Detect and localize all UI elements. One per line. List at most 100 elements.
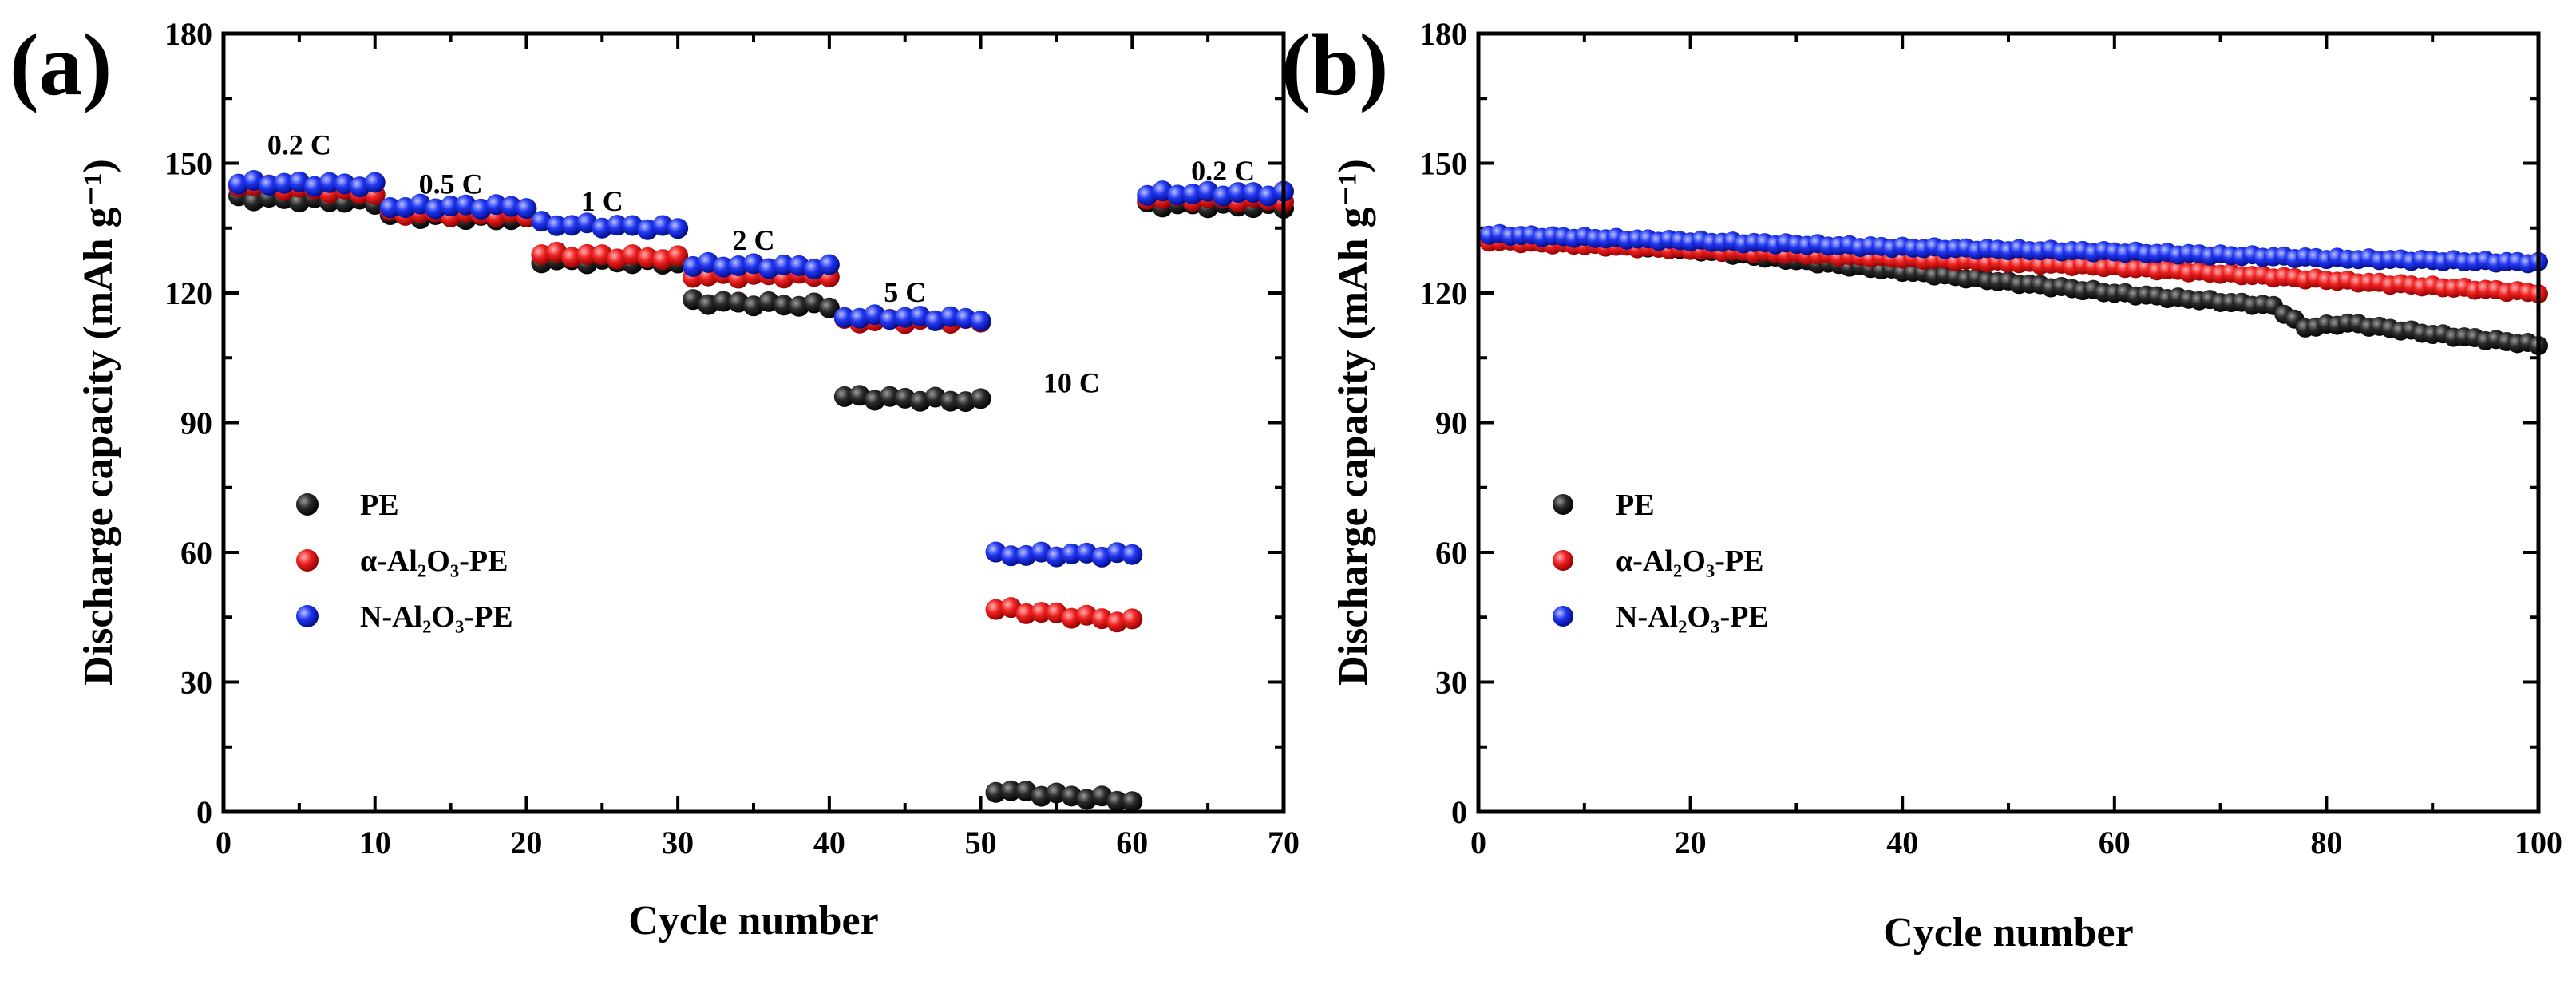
data-point [773, 295, 794, 316]
data-point [667, 245, 689, 267]
y-tick-label: 60 [180, 535, 212, 571]
y-tick-label: 120 [1419, 275, 1467, 311]
legend-marker [1553, 606, 1573, 627]
data-point [379, 197, 401, 219]
y-tick-label: 150 [164, 146, 212, 182]
data-point [364, 172, 386, 193]
data-point [501, 196, 522, 217]
panel-label: (a) [10, 16, 112, 113]
x-tick-label: 10 [359, 825, 391, 860]
legend-label: PE [1616, 489, 1655, 522]
legend-marker [1553, 550, 1573, 571]
data-point [1167, 184, 1189, 206]
y-tick-label: 90 [1435, 405, 1467, 441]
rate-label: 10 C [1043, 367, 1100, 399]
panel-label: (b) [1281, 16, 1388, 113]
data-point [546, 215, 568, 236]
rate-label: 0.2 C [1191, 155, 1255, 187]
data-point [879, 386, 900, 407]
y-tick-label: 180 [1419, 16, 1467, 52]
data-point [1122, 544, 1143, 565]
x-tick-label: 60 [2099, 825, 2131, 860]
data-point [940, 390, 961, 412]
data-point [667, 218, 689, 239]
x-tick-label: 50 [965, 825, 997, 860]
data-point [1015, 603, 1037, 624]
data-point [818, 254, 840, 275]
data-point [319, 172, 340, 193]
x-tick-label: 40 [1886, 825, 1918, 860]
data-point [970, 388, 991, 409]
data-point [485, 194, 507, 216]
x-axis-title: Cycle number [628, 898, 878, 943]
y-tick-label: 30 [1435, 665, 1467, 701]
x-tick-label: 100 [2515, 825, 2562, 860]
legend-marker [296, 493, 319, 516]
legend-label: N-Al₂O₃-PE [360, 600, 513, 634]
y-tick-label: 150 [1419, 146, 1467, 182]
data-point [773, 254, 794, 275]
data-point [833, 307, 855, 328]
data-point [1000, 545, 1022, 567]
x-tick-label: 60 [1116, 825, 1148, 860]
data-point [970, 311, 991, 332]
data-point [833, 386, 855, 407]
y-axis-title: Discharge capacity (mAh g⁻¹) [1331, 159, 1376, 686]
panel-a: (a) 0 10 20 30 40 50 60 70 0 30 60 90 120 150 180 0.2 … [10, 16, 1300, 943]
data-point [1228, 182, 1249, 204]
data-point [1106, 790, 1128, 812]
legend-label: PE [360, 489, 399, 522]
data-point [818, 297, 840, 318]
data-point [894, 307, 916, 328]
legend-marker [296, 605, 319, 627]
panel-b: (b) 0 20 40 60 80 100 0 30 60 90 120 150 180 PE α-Al₂… [1281, 16, 2562, 955]
data-point [1000, 780, 1022, 801]
legend-label: α-Al₂O₃-PE [1616, 544, 1763, 578]
data-point [1106, 542, 1128, 564]
data-point [713, 256, 734, 278]
data-point [1061, 543, 1082, 564]
rate-label: 1 C [581, 185, 623, 217]
data-point [258, 174, 279, 196]
legend-marker [1553, 494, 1573, 515]
x-tick-label: 20 [510, 825, 542, 860]
legend-label: α-Al₂O₃-PE [360, 544, 508, 578]
data-point [985, 599, 1007, 620]
data-point [516, 198, 537, 220]
data-point [273, 172, 295, 194]
x-tick-label: 80 [2310, 825, 2342, 860]
legend-label: N-Al₂O₃-PE [1616, 600, 1769, 634]
data-point [1122, 791, 1143, 813]
data-point [440, 196, 461, 217]
x-tick-label: 0 [216, 825, 231, 860]
data-point [940, 306, 961, 327]
data-point [985, 781, 1007, 803]
data-point [607, 215, 628, 236]
data-point [1122, 608, 1143, 630]
x-tick-label: 0 [1470, 825, 1486, 860]
data-point [576, 243, 598, 265]
x-tick-label: 40 [813, 825, 845, 860]
plot-frame [1476, 31, 2541, 814]
data-point [879, 309, 900, 330]
data-point [1031, 602, 1052, 623]
rate-label: 0.5 C [419, 168, 483, 200]
y-tick-label: 60 [1435, 535, 1467, 571]
y-tick-label: 180 [164, 16, 212, 52]
y-tick-label: 120 [164, 275, 212, 311]
y-tick-label: 30 [180, 665, 212, 701]
rate-label: 0.2 C [267, 129, 331, 161]
data-point [728, 255, 750, 276]
rate-label: 2 C [733, 224, 775, 256]
legend-marker [296, 549, 319, 572]
y-axis-title: Discharge capacity (mAh g⁻¹) [76, 159, 121, 686]
x-axis-title: Cycle number [1883, 910, 2133, 955]
y-tick-label: 0 [1451, 794, 1467, 830]
rate-label: 5 C [884, 276, 926, 308]
data-point [713, 291, 734, 312]
data-point [637, 247, 659, 268]
plot-frame [221, 31, 1286, 814]
y-tick-label: 90 [180, 405, 212, 441]
y-tick-label: 0 [196, 794, 212, 830]
